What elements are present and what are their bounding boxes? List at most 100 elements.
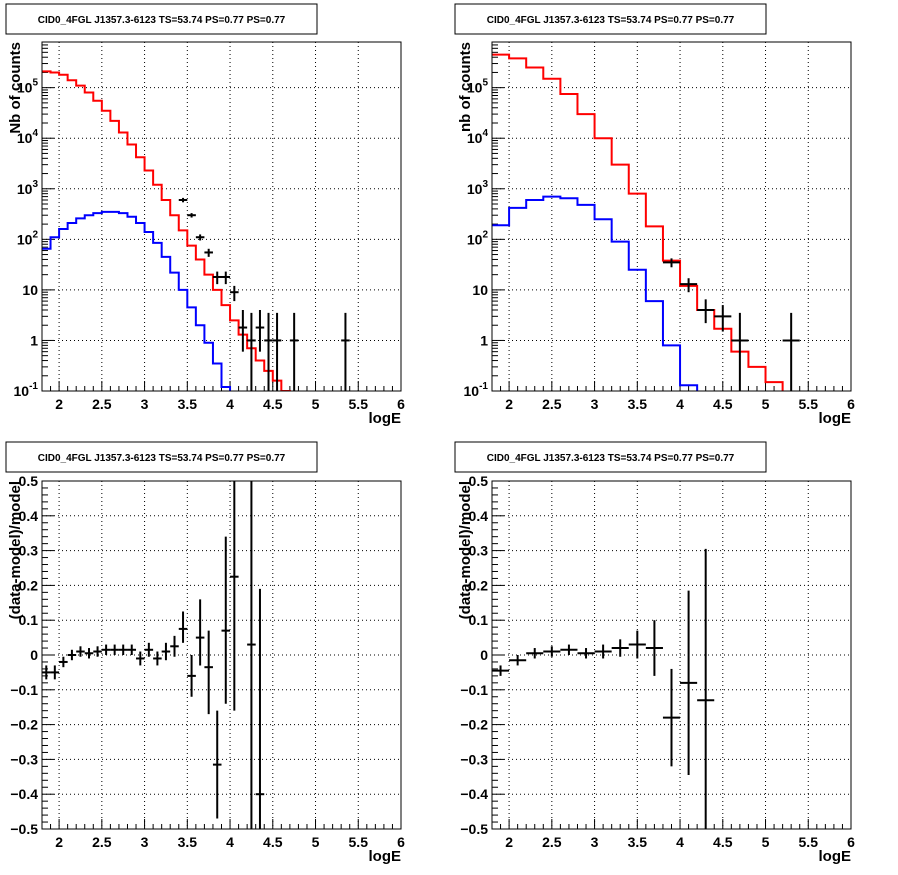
series-1-step-line bbox=[42, 210, 232, 391]
y-tick-label-base: 10 bbox=[467, 231, 483, 247]
title-box bbox=[5, 3, 318, 35]
plot-frame bbox=[491, 41, 852, 392]
data-point bbox=[662, 668, 681, 767]
y-tick-label-base: 10 bbox=[467, 130, 483, 146]
data-point bbox=[560, 644, 578, 655]
x-axis-title: logE bbox=[369, 410, 402, 427]
y-tick-label: 0 bbox=[30, 647, 38, 663]
data-point bbox=[153, 651, 162, 666]
data-point bbox=[230, 481, 239, 711]
x-tick-label: 3 bbox=[591, 396, 599, 412]
chart-title: CID0_4FGL J1357.3-6123 TS=53.74 PS=0.77 … bbox=[38, 15, 286, 26]
x-tick-label: 4.5 bbox=[263, 834, 283, 850]
plot-frame bbox=[491, 480, 852, 830]
data-point bbox=[782, 312, 800, 391]
x-tick-label: 5.5 bbox=[349, 396, 369, 412]
x-tick-label: 5.5 bbox=[349, 834, 369, 850]
series-1-step-line bbox=[492, 195, 699, 391]
x-tick-label: 3 bbox=[141, 834, 149, 850]
y-tick-label: 0 bbox=[480, 647, 488, 663]
y-tick-label: 0.5 bbox=[19, 473, 39, 489]
x-tick-label: 3.5 bbox=[628, 396, 648, 412]
y-tick-label-exponent: 5 bbox=[32, 78, 38, 89]
data-points bbox=[492, 548, 715, 829]
chart-title: CID0_4FGL J1357.3-6123 TS=53.74 PS=0.77 … bbox=[487, 15, 735, 26]
data-point bbox=[84, 648, 94, 659]
y-tick-label-exponent: 4 bbox=[32, 128, 38, 139]
x-tick-label: 3 bbox=[141, 396, 149, 412]
chart-title: CID0_4FGL J1357.3-6123 TS=53.74 PS=0.77 … bbox=[38, 453, 286, 464]
data-point bbox=[731, 312, 749, 391]
y-tick-label: 104 bbox=[17, 128, 39, 146]
data-point bbox=[212, 271, 222, 285]
x-tick-label: 6 bbox=[847, 834, 855, 850]
data-point bbox=[127, 644, 137, 655]
x-tick-label: 2 bbox=[55, 396, 63, 412]
y-tick-label-base: 10 bbox=[17, 80, 33, 96]
data-point bbox=[67, 649, 77, 661]
y-tick-label: 10 bbox=[472, 282, 488, 298]
x-tick-label: 2 bbox=[55, 834, 63, 850]
data-point bbox=[59, 656, 68, 668]
x-tick-label: 4 bbox=[676, 834, 684, 850]
y-tick-label: −0.5 bbox=[460, 821, 488, 837]
y-tick-label: −0.2 bbox=[10, 717, 38, 733]
y-tick-label-base: 10 bbox=[17, 231, 33, 247]
x-axis-title: logE bbox=[819, 848, 852, 865]
data-point bbox=[289, 312, 299, 391]
y-tick-label: 0.1 bbox=[19, 612, 39, 628]
x-tick-label: 5 bbox=[762, 396, 770, 412]
x-tick-label: 2.5 bbox=[542, 396, 562, 412]
series-0-step-line bbox=[492, 53, 784, 391]
axis-ticks bbox=[491, 41, 852, 392]
y-tick-label: 0.3 bbox=[19, 543, 39, 559]
y-tick-label: 1 bbox=[30, 332, 38, 348]
data-point bbox=[178, 611, 188, 643]
y-tick-label: 104 bbox=[467, 128, 489, 146]
x-tick-label: 5.5 bbox=[799, 396, 819, 412]
y-tick-label: −0.5 bbox=[10, 821, 38, 837]
data-point bbox=[118, 644, 128, 655]
data-point bbox=[187, 213, 196, 218]
x-tick-label: 6 bbox=[397, 834, 405, 850]
y-tick-label-exponent: 3 bbox=[482, 179, 488, 190]
y-tick-label-exponent: 2 bbox=[32, 229, 38, 240]
data-point bbox=[204, 630, 213, 715]
title-box bbox=[5, 441, 318, 473]
x-tick-label: 5 bbox=[762, 834, 770, 850]
x-tick-label: 5 bbox=[312, 396, 320, 412]
y-tick-label: −0.1 bbox=[10, 682, 38, 698]
grid-lines bbox=[42, 42, 401, 391]
x-tick-label: 6 bbox=[397, 396, 405, 412]
y-tick-label: 103 bbox=[17, 179, 39, 197]
x-axis-title: logE bbox=[369, 848, 402, 865]
y-tick-label: −0.1 bbox=[460, 682, 488, 698]
data-point bbox=[662, 258, 681, 268]
data-point bbox=[264, 312, 273, 391]
x-tick-label: 3.5 bbox=[178, 834, 198, 850]
panel-bottom-right-residuals: 2 2.5 3 3.5 4 4.5 5 5.5 6 −0.5 −0.4 −0.3 −0.2 −0.1 0 0.… bbox=[454, 441, 855, 865]
x-tick-label: 4.5 bbox=[713, 834, 733, 850]
y-tick-label: 0.5 bbox=[469, 473, 489, 489]
data-point bbox=[680, 590, 698, 776]
x-tick-label: 4.5 bbox=[713, 396, 733, 412]
panel-top-right-counts: 2 2.5 3 3.5 4 4.5 5 5.5 610-1110102103104105logE… bbox=[454, 3, 855, 427]
title-box bbox=[454, 441, 767, 473]
data-point bbox=[509, 655, 527, 666]
data-point bbox=[212, 710, 222, 819]
data-point bbox=[645, 620, 663, 676]
y-tick-label: 1 bbox=[480, 332, 488, 348]
y-tick-label: 0.1 bbox=[469, 612, 489, 628]
y-tick-label: 102 bbox=[467, 229, 489, 247]
data-point bbox=[238, 310, 248, 352]
data-point bbox=[714, 305, 732, 332]
x-tick-label: 2.5 bbox=[542, 834, 562, 850]
x-tick-label: 4 bbox=[676, 396, 684, 412]
data-point bbox=[110, 644, 119, 655]
y-tick-label: 0.2 bbox=[19, 577, 39, 593]
data-point bbox=[628, 630, 646, 659]
x-tick-label: 2.5 bbox=[92, 396, 112, 412]
x-tick-label: 2.5 bbox=[92, 834, 112, 850]
x-tick-label: 4 bbox=[226, 396, 234, 412]
